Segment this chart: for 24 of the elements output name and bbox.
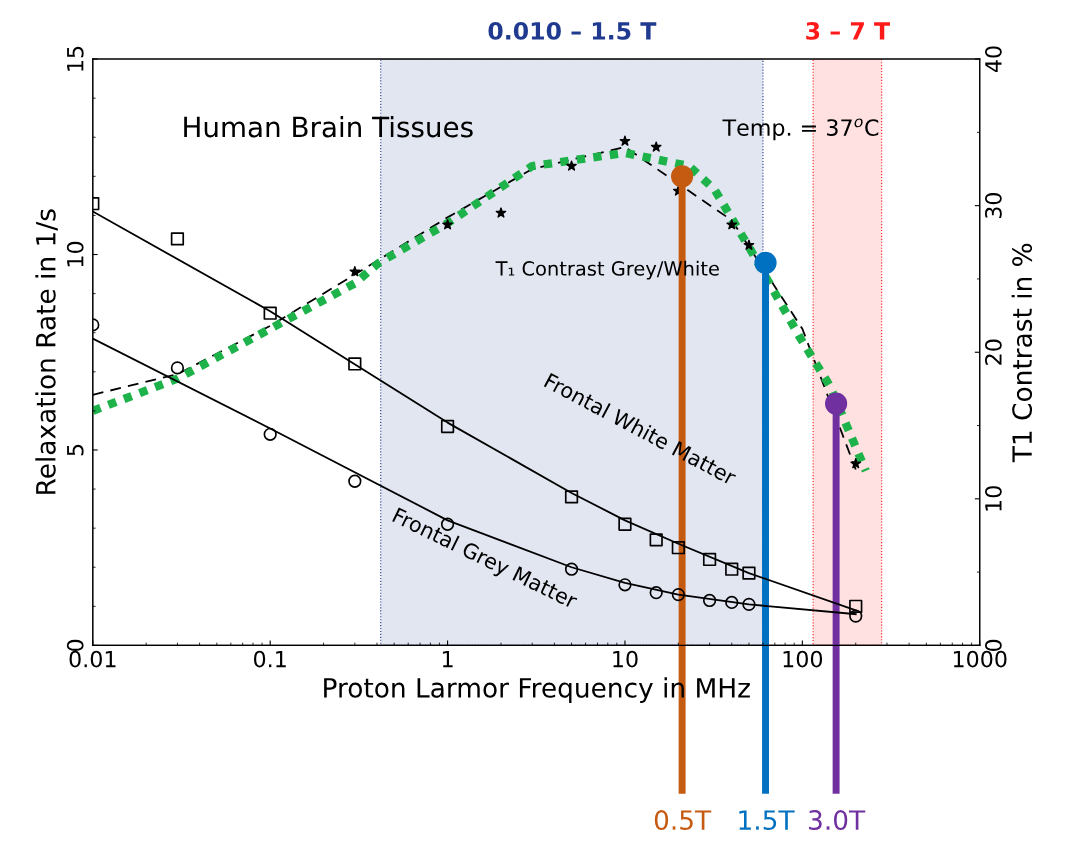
- annotation: Human Brain Tissues: [184, 115, 473, 138]
- text: 0.5T: [654, 810, 712, 831]
- y2-tick-label: 30: [984, 192, 1002, 219]
- y-tick-label: 0: [66, 639, 84, 652]
- text: 1.5T: [739, 810, 795, 831]
- x-tick-label: 1000: [953, 650, 1007, 668]
- text: 3.0T: [809, 810, 866, 831]
- y2-tick-label: 0: [984, 639, 1002, 652]
- x-tick-label: 0.01: [69, 650, 116, 668]
- x-tick-label: 1: [442, 650, 453, 668]
- annotation: Temp. = 37$^{o}$C: [722, 118, 879, 141]
- y2-tick-label: 20: [984, 339, 1002, 365]
- y-tick-label: 10: [66, 241, 84, 267]
- x-tick-label: 0.1: [253, 650, 286, 668]
- y-tick-label: 15: [67, 46, 84, 71]
- y-tick-label: 5: [67, 444, 84, 456]
- x-tick-label: 10: [613, 650, 638, 668]
- x-tick-label: 100: [783, 650, 823, 668]
- y2-axis-title: T1 Contrast in %: [1011, 243, 1033, 463]
- y2-tick-label: 10: [984, 486, 1002, 511]
- band-label: 3 – 7 T: [806, 21, 890, 40]
- band-label: 0.010 – 1.5 T: [488, 21, 657, 40]
- y-axis-title: Relaxation Rate in 1/s: [35, 209, 58, 494]
- y2-tick-label: 40: [984, 46, 1002, 73]
